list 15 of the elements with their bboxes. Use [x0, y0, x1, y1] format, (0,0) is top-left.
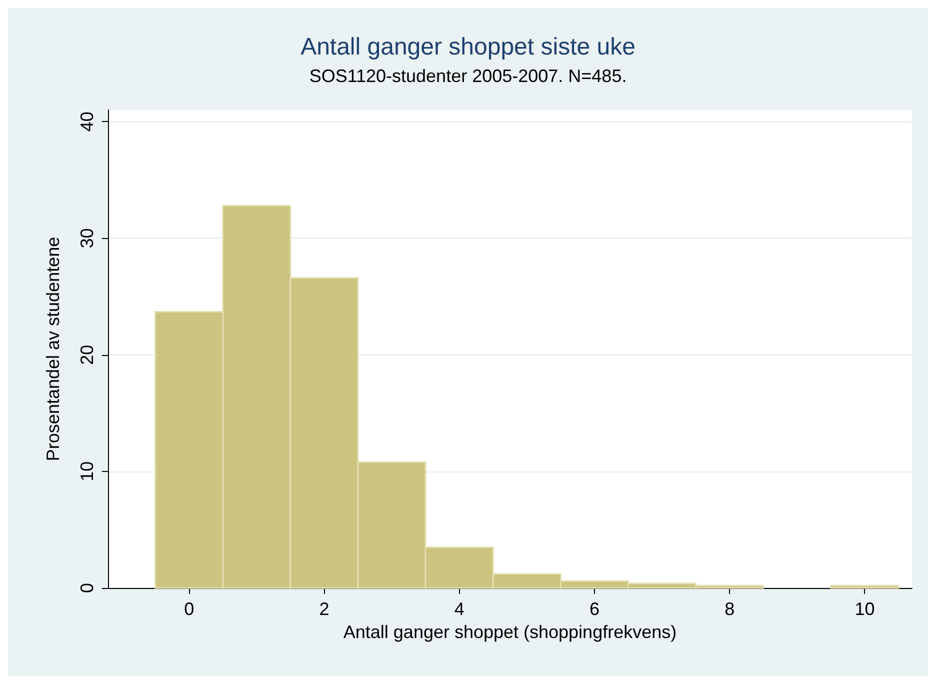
x-tick-label: 10: [854, 599, 875, 619]
y-tick-label: 40: [77, 112, 97, 132]
chart-subtitle: SOS1120-studenter 2005-2007. N=485.: [309, 66, 627, 86]
y-tick-label: 10: [77, 461, 97, 482]
chart-title: Antall ganger shoppet siste uke: [300, 34, 636, 60]
x-tick-label: 8: [724, 599, 735, 619]
y-tick-label: 30: [77, 228, 97, 248]
x-axis-title: Antall ganger shoppet (shoppingfrekvens): [343, 622, 677, 642]
y-tick-label: 0: [77, 582, 97, 594]
x-tick-label: 6: [589, 599, 600, 619]
x-tick-label: 4: [454, 599, 464, 619]
x-tick-label: 0: [184, 599, 194, 619]
y-axis-title: Prosentandel av studentene: [43, 236, 63, 462]
y-tick-label: 20: [77, 344, 97, 365]
x-tick-label: 2: [319, 599, 330, 619]
